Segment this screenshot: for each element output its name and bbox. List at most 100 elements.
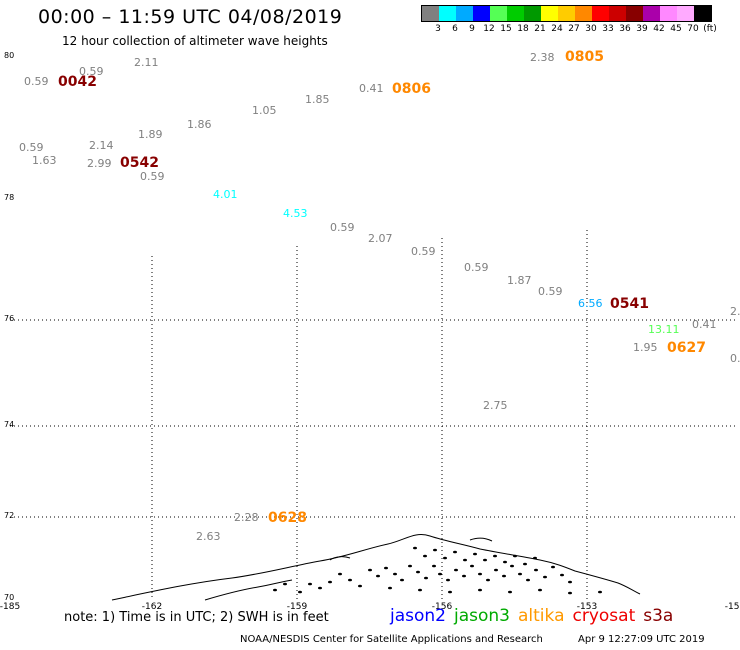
island-shape — [384, 566, 388, 570]
legend-swatch — [558, 6, 575, 21]
latitude-label: 78 — [4, 193, 14, 202]
island-shape — [413, 546, 417, 550]
island-shape — [446, 578, 450, 582]
wave-height-reading: 1.63 — [32, 154, 57, 167]
wave-height-reading: 0.59 — [140, 170, 165, 183]
pass-time-label: 0628 — [268, 510, 307, 526]
legend-swatch — [490, 6, 507, 21]
island-shape — [318, 586, 322, 590]
legend-tick-label: 18 — [517, 24, 529, 34]
wave-height-reading: 0.59 — [464, 261, 489, 274]
latitude-label: 70 — [4, 593, 14, 602]
latitude-label: 72 — [4, 511, 14, 520]
footer-note: note: 1) Time is in UTC; 2) SWH is in fe… — [64, 610, 329, 625]
island-shape — [298, 590, 302, 594]
color-legend: 3 6 9 12 15 18 21 24 27 30 33 36 39 42 45 70 (ft) — [421, 5, 717, 34]
legend-swatch — [677, 6, 694, 21]
island-shape — [308, 582, 312, 586]
legend-labels: 3 6 9 12 15 18 21 24 27 30 33 36 39 42 45 70 (ft) — [421, 22, 717, 34]
legend-tick-label: 27 — [568, 24, 580, 34]
legend-tick-label: 6 — [452, 24, 458, 34]
longitude-labels: -185 -162 -159 -156 -153 -150 — [0, 602, 740, 612]
pass-time-label: 0542 — [120, 155, 159, 171]
island-shape — [560, 573, 564, 577]
island-shape — [502, 574, 506, 578]
legend-swatch — [524, 6, 541, 21]
legend-tick-label: 21 — [534, 24, 546, 34]
island-shape — [538, 588, 542, 592]
island-shape — [338, 572, 342, 576]
island-shape — [568, 591, 572, 595]
island-shape — [478, 588, 482, 592]
island-shape — [376, 574, 380, 578]
island-shape — [473, 552, 477, 556]
generation-timestamp: Apr 9 12:27:09 UTC 2019 — [578, 634, 705, 645]
wave-height-reading: 0.59 — [24, 75, 49, 88]
pass-time-label: 0541 — [610, 296, 649, 312]
island-shape — [503, 560, 507, 564]
legend-tick-label: 3 — [435, 24, 441, 34]
island-shape — [388, 586, 392, 590]
wave-height-reading: 0.59 — [19, 141, 44, 154]
wave-height-reading: 13.11 — [648, 323, 680, 336]
wave-height-reading: 0.59 — [79, 65, 104, 78]
wave-height-reading: 2. — [730, 305, 740, 318]
island-shape — [448, 590, 452, 594]
legend-tick-label: 70 — [687, 24, 699, 34]
wave-height-reading: 2.28 — [234, 511, 259, 524]
wave-height-reading: 0.41 — [692, 318, 717, 331]
legend-tick-label: 15 — [500, 24, 512, 34]
longitude-label: -156 — [432, 602, 453, 612]
legend-swatch — [660, 6, 677, 21]
latitude-label: 76 — [4, 314, 14, 323]
legend-tick-label: 39 — [636, 24, 648, 34]
pass-time-label: 0806 — [392, 81, 431, 97]
longitude-label: -159 — [287, 602, 308, 612]
legend-swatch — [439, 6, 456, 21]
island-shape — [432, 564, 436, 568]
coastline — [111, 534, 641, 601]
island-shape — [348, 578, 352, 582]
legend-tick-label: 42 — [653, 24, 665, 34]
island-shape — [463, 558, 467, 562]
legend-tick-label: 24 — [551, 24, 563, 34]
legend-tick-label: 45 — [670, 24, 682, 34]
island-shape — [273, 588, 277, 592]
island-shape — [438, 572, 442, 576]
arctic-islands — [273, 546, 602, 595]
wave-height-reading: 1.86 — [187, 118, 212, 131]
wave-height-reading: 1.85 — [305, 93, 330, 106]
legend-tick-label: 12 — [483, 24, 495, 34]
mission-cryosat: cryosat — [572, 606, 636, 626]
island-shape — [433, 548, 437, 552]
satellite-pass-times: 0042 0542 0805 0806 0541 0627 0628 — [58, 49, 706, 526]
wave-height-reading: 6.56 — [578, 297, 603, 310]
map-title: 00:00 – 11:59 UTC 04/08/2019 — [38, 6, 343, 28]
legend-tick-label: 9 — [469, 24, 475, 34]
legend-tick-label: 36 — [619, 24, 631, 34]
legend-swatch — [575, 6, 592, 21]
island-shape — [543, 575, 547, 579]
island-shape — [453, 550, 457, 554]
longitude-label: -150 — [725, 602, 740, 612]
island-shape — [400, 578, 404, 582]
wave-height-reading: 2.07 — [368, 232, 393, 245]
latitude-labels: 80 78 76 74 72 70 — [4, 51, 14, 602]
mission-jason3: jason3 — [454, 606, 510, 626]
mission-jason2: jason2 — [390, 606, 446, 626]
wave-height-reading: 0.59 — [538, 285, 563, 298]
wave-height-reading: 4.53 — [283, 207, 308, 220]
island-shape — [598, 590, 602, 594]
island-shape — [368, 568, 372, 572]
lat-lon-grid — [10, 230, 738, 600]
island-shape — [508, 590, 512, 594]
wave-height-reading: 2.63 — [196, 530, 221, 543]
wave-height-reading: 2.14 — [89, 139, 114, 152]
island-shape — [513, 554, 517, 558]
island-shape — [523, 562, 527, 566]
wave-height-readings: 0.59 0.59 2.11 0.59 2.14 1.63 2.99 1.89 0.59 1.86… — [19, 51, 740, 543]
island-shape — [551, 565, 555, 569]
latitude-label: 80 — [4, 51, 14, 60]
legend-swatch — [609, 6, 626, 21]
